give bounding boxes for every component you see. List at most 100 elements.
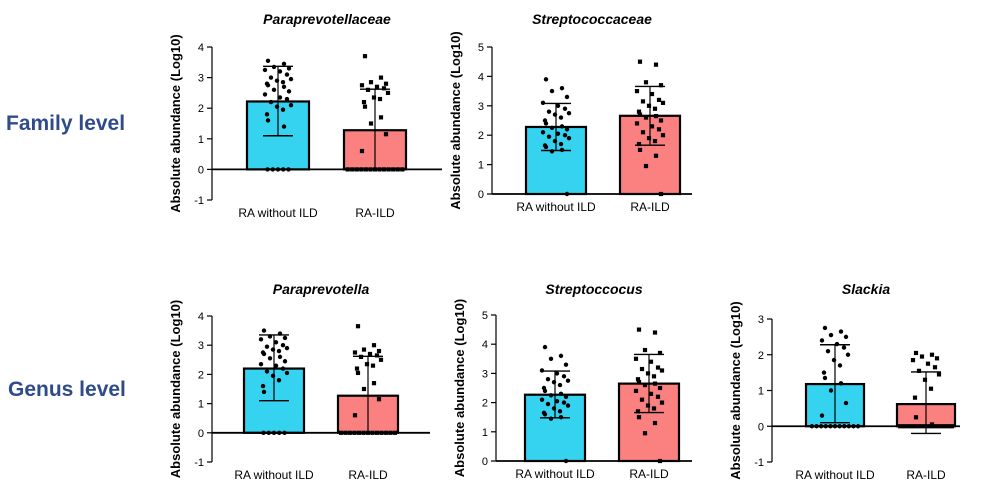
data-point bbox=[565, 378, 571, 383]
data-point bbox=[566, 110, 572, 116]
data-point bbox=[555, 103, 561, 109]
data-point bbox=[653, 62, 659, 67]
data-point bbox=[367, 351, 373, 357]
y-tick-label: 2 bbox=[198, 369, 204, 381]
data-point bbox=[277, 331, 283, 336]
data-point bbox=[276, 348, 282, 354]
y-tick-label: 0 bbox=[198, 164, 204, 176]
data-point bbox=[652, 106, 658, 111]
y-tick-label: 3 bbox=[478, 101, 484, 113]
data-point bbox=[819, 413, 825, 418]
data-point bbox=[558, 391, 564, 397]
data-point bbox=[643, 80, 649, 85]
y-tick-label: 4 bbox=[198, 42, 204, 54]
data-point bbox=[371, 343, 377, 348]
data-point bbox=[929, 352, 935, 357]
chart-genus-paraprevotella: Paraprevotella Absolute abundance (Log10)… bbox=[168, 281, 430, 482]
data-point bbox=[642, 382, 648, 388]
data-point bbox=[364, 362, 370, 367]
data-point bbox=[374, 353, 380, 358]
data-point bbox=[934, 356, 940, 361]
data-point bbox=[258, 337, 264, 342]
data-point bbox=[371, 381, 377, 386]
data-point bbox=[262, 92, 268, 97]
data-point bbox=[378, 75, 384, 80]
data-point bbox=[822, 325, 828, 331]
data-point bbox=[361, 386, 367, 392]
y-tick-label: 5 bbox=[478, 42, 484, 54]
data-point bbox=[365, 87, 371, 92]
x-tick-label: RA-ILD bbox=[355, 206, 395, 220]
data-point bbox=[359, 83, 365, 88]
data-point bbox=[284, 96, 290, 102]
family-level-label: Family level bbox=[6, 112, 126, 135]
data-point bbox=[548, 393, 554, 398]
y-tick-label: 1 bbox=[758, 386, 764, 398]
data-point bbox=[558, 415, 564, 420]
data-point bbox=[371, 95, 377, 100]
y-tick-label: 1 bbox=[478, 160, 484, 172]
data-point bbox=[354, 366, 360, 371]
data-point bbox=[649, 91, 655, 97]
data-point bbox=[542, 344, 548, 350]
data-point bbox=[282, 335, 288, 341]
data-point bbox=[549, 88, 555, 94]
data-point bbox=[656, 97, 662, 103]
data-point bbox=[913, 350, 919, 356]
y-tick-label: 2 bbox=[482, 398, 488, 410]
data-point bbox=[543, 121, 549, 126]
data-point bbox=[288, 76, 294, 82]
data-point bbox=[821, 370, 827, 375]
data-point bbox=[925, 361, 931, 366]
data-point bbox=[378, 357, 384, 362]
y-tick-label: 3 bbox=[758, 314, 764, 326]
data-point bbox=[645, 371, 651, 376]
y-tick-label: 1 bbox=[198, 134, 204, 146]
data-point bbox=[651, 406, 657, 411]
data-point bbox=[635, 409, 641, 414]
x-tick-label: RA-ILD bbox=[630, 200, 670, 214]
data-point bbox=[265, 118, 271, 123]
data-point bbox=[636, 415, 642, 420]
data-point bbox=[376, 397, 382, 402]
chart-title: Paraprevotella bbox=[273, 281, 370, 297]
data-point bbox=[540, 100, 546, 106]
x-tick-label: RA-ILD bbox=[348, 468, 388, 482]
data-point bbox=[281, 61, 287, 67]
data-point bbox=[542, 388, 548, 394]
chart-title: Streptococcaceae bbox=[532, 11, 652, 27]
data-point bbox=[265, 58, 271, 63]
y-tick-label: 2 bbox=[198, 103, 204, 115]
y-tick-label: 5 bbox=[482, 310, 488, 322]
data-point bbox=[352, 413, 358, 418]
data-point bbox=[273, 363, 279, 368]
data-point bbox=[385, 90, 391, 95]
data-point bbox=[552, 112, 558, 117]
data-point bbox=[554, 398, 560, 404]
genus-level-label: Genus level bbox=[8, 378, 126, 401]
data-point bbox=[381, 86, 387, 91]
data-point bbox=[555, 131, 561, 136]
data-point bbox=[912, 395, 918, 400]
data-point bbox=[267, 356, 273, 361]
y-tick-label: 4 bbox=[478, 71, 484, 83]
data-point bbox=[841, 345, 847, 350]
data-point bbox=[658, 118, 664, 123]
y-tick-label: -1 bbox=[194, 195, 204, 207]
data-point bbox=[270, 347, 276, 352]
y-tick-label: 4 bbox=[482, 339, 488, 351]
x-tick-label: RA without ILD bbox=[516, 200, 596, 214]
x-tick-label: RA without ILD bbox=[238, 206, 318, 220]
data-point bbox=[659, 400, 665, 405]
data-point bbox=[284, 72, 290, 77]
data-point bbox=[545, 377, 551, 382]
data-point bbox=[548, 416, 554, 421]
y-tick-label: 2 bbox=[758, 350, 764, 362]
data-point bbox=[548, 356, 554, 361]
data-point bbox=[374, 84, 380, 89]
data-point bbox=[652, 420, 658, 426]
data-point bbox=[552, 138, 558, 144]
data-point bbox=[542, 412, 548, 417]
data-point bbox=[376, 348, 382, 354]
data-point bbox=[660, 133, 666, 138]
